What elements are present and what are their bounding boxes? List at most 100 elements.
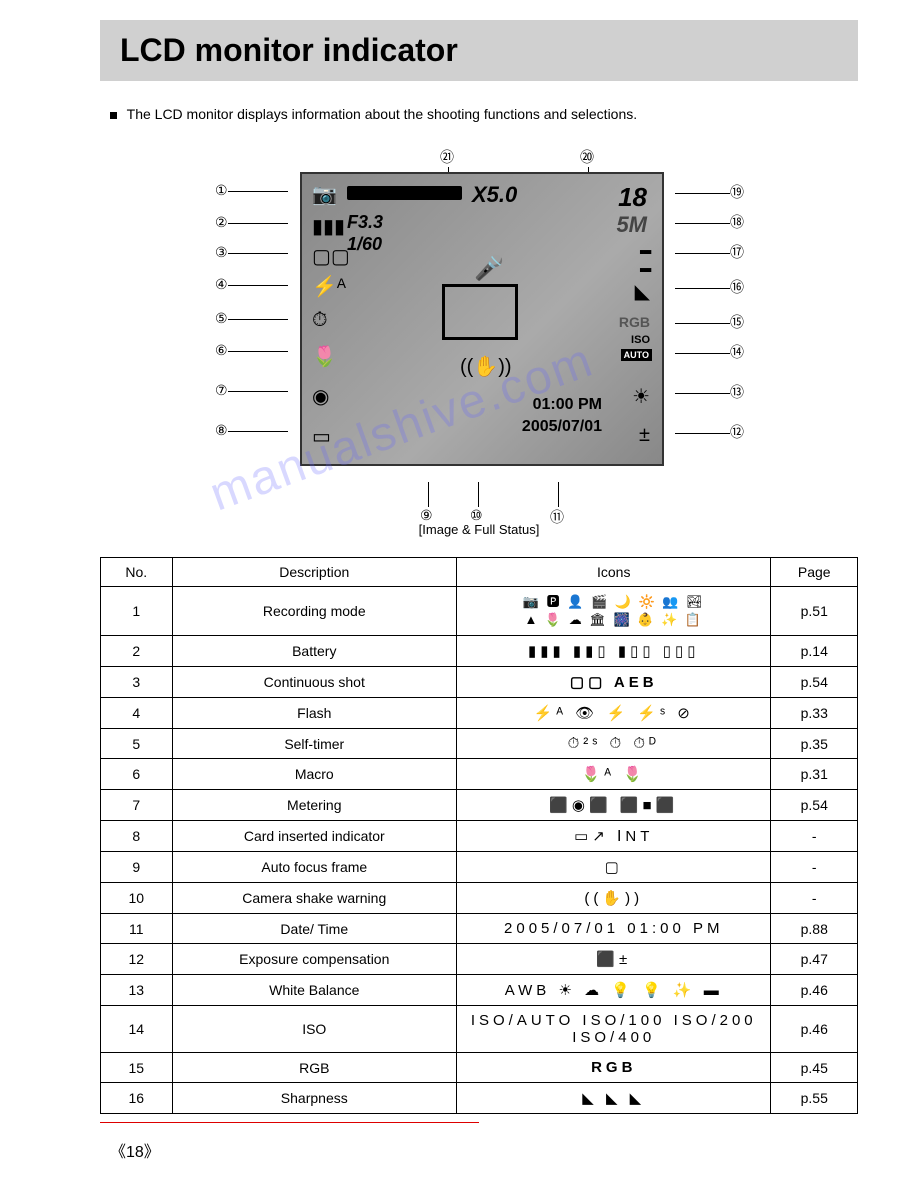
cell-page: p.55 (771, 1083, 858, 1114)
table-row: 2 Battery ▮▮▮ ▮▮▯ ▮▯▯ ▯▯▯ p.14 (101, 636, 858, 667)
cell-icons: ISO/AUTO ISO/100 ISO/200 ISO/400 (457, 1006, 771, 1053)
cell-desc: Macro (172, 759, 456, 790)
callout-12: ⑫ (675, 422, 744, 442)
callout-18: ⑱ (675, 212, 744, 232)
card-icon: ▭ (312, 424, 331, 449)
macro-icon: 🌷 (312, 344, 337, 369)
cell-no: 7 (101, 790, 173, 821)
table-row: 14 ISO ISO/AUTO ISO/100 ISO/200 ISO/400 … (101, 1006, 858, 1053)
cell-icons: 📷 🅿 👤 🎬 🌙 🔆 👥 🏞▲ 🌷 ☁ 🏛 🎆 👶 ✨ 📋 (457, 587, 771, 636)
cell-icons: ▮▮▮ ▮▮▯ ▮▯▯ ▯▯▯ (457, 636, 771, 667)
table-row: 15 RGB RGB p.45 (101, 1053, 858, 1083)
cell-desc: Flash (172, 698, 456, 729)
callout-19: ⑲ (675, 182, 744, 202)
cell-page: p.54 (771, 790, 858, 821)
shake-icon: ((✋)) (460, 354, 512, 379)
table-row: 7 Metering ⬛◉⬛ ⬛■⬛ p.54 (101, 790, 858, 821)
cell-no: 13 (101, 975, 173, 1006)
table-row: 4 Flash ⚡ᴬ 👁 ⚡ ⚡ˢ ⊘ p.33 (101, 698, 858, 729)
cell-no: 12 (101, 944, 173, 975)
callout-14: ⑭ (675, 342, 744, 362)
cell-desc: Recording mode (172, 587, 456, 636)
cell-page: - (771, 883, 858, 914)
cell-page: p.31 (771, 759, 858, 790)
callout-5: ⑤ (215, 310, 288, 327)
table-row: 1 Recording mode 📷 🅿 👤 🎬 🌙 🔆 👥 🏞▲ 🌷 ☁ 🏛 … (101, 587, 858, 636)
continuous-icon: ▢▢ (312, 244, 350, 269)
cell-no: 1 (101, 587, 173, 636)
cell-desc: Self-timer (172, 729, 456, 759)
auto-label: AUTO (621, 349, 652, 361)
page-title: LCD monitor indicator (120, 32, 838, 69)
cell-icons: 2005/07/01 01:00 PM (457, 914, 771, 944)
cell-icons: ⏱²ˢ ⏱ ⏱ᴰ (457, 729, 771, 759)
cell-no: 6 (101, 759, 173, 790)
cell-icons: ▢▢ AEB (457, 667, 771, 698)
callout-10: ⑩ (470, 482, 483, 524)
time-display: 01:00 PM (533, 396, 602, 414)
title-bar: LCD monitor indicator (100, 20, 858, 81)
table-row: 11 Date/ Time 2005/07/01 01:00 PM p.88 (101, 914, 858, 944)
table-row: 12 Exposure compensation ⬛± p.47 (101, 944, 858, 975)
cell-icons: ◣ ◣ ◣ (457, 1083, 771, 1114)
table-row: 9 Auto focus frame ▢ - (101, 852, 858, 883)
header-no: No. (101, 558, 173, 587)
cell-page: - (771, 852, 858, 883)
callout-1: ① (215, 182, 288, 199)
shutter-value: 1/60 (347, 234, 382, 255)
sharpness-icon: ◣ (635, 279, 650, 304)
timer-icon: ⏱ (312, 309, 328, 332)
cell-no: 3 (101, 667, 173, 698)
cell-icons: ((✋)) (457, 883, 771, 914)
cell-no: 11 (101, 914, 173, 944)
cell-desc: Card inserted indicator (172, 821, 456, 852)
table-row: 3 Continuous shot ▢▢ AEB p.54 (101, 667, 858, 698)
cell-desc: Battery (172, 636, 456, 667)
cell-desc: White Balance (172, 975, 456, 1006)
cell-icons: ▢ (457, 852, 771, 883)
cell-desc: Metering (172, 790, 456, 821)
header-desc: Description (172, 558, 456, 587)
cell-icons: RGB (457, 1053, 771, 1083)
bullet-icon (110, 112, 117, 119)
cell-desc: Sharpness (172, 1083, 456, 1114)
callout-4: ④ (215, 276, 288, 293)
cell-icons: ⚡ᴬ 👁 ⚡ ⚡ˢ ⊘ (457, 698, 771, 729)
cell-page: p.88 (771, 914, 858, 944)
aperture-value: F3.3 (347, 212, 383, 233)
callout-7: ⑦ (215, 382, 288, 399)
cell-page: - (771, 821, 858, 852)
flash-icon: ⚡ᴬ (312, 274, 346, 299)
page-number: 《18》 (100, 1138, 858, 1162)
cell-no: 9 (101, 852, 173, 883)
battery-icon: ▮▮▮ (312, 214, 345, 239)
footer-line (100, 1122, 479, 1123)
table-row: 5 Self-timer ⏱²ˢ ⏱ ⏱ᴰ p.35 (101, 729, 858, 759)
mic-icon: 🎤 (474, 254, 504, 283)
cell-desc: Exposure compensation (172, 944, 456, 975)
rgb-label: RGB (619, 314, 650, 330)
callout-13: ⑬ (675, 382, 744, 402)
cell-icons: ⬛◉⬛ ⬛■⬛ (457, 790, 771, 821)
callout-11: ⑪ (550, 482, 564, 527)
metering-icon: ◉ (312, 384, 329, 409)
cell-page: p.54 (771, 667, 858, 698)
zoom-bar-icon (347, 186, 462, 200)
cell-no: 15 (101, 1053, 173, 1083)
camera-mode-icon: 📷 (312, 182, 337, 207)
lcd-screen: X5.0 18 F3.3 1/60 5M 01:00 PM 2005/07/01… (300, 172, 664, 466)
cell-desc: RGB (172, 1053, 456, 1083)
table-row: 8 Card inserted indicator ▭↗ ⅠNT - (101, 821, 858, 852)
cell-page: p.46 (771, 975, 858, 1006)
table-row: 6 Macro 🌷ᴬ 🌷 p.31 (101, 759, 858, 790)
cell-no: 5 (101, 729, 173, 759)
exposure-icon: ± (639, 424, 650, 447)
callout-17: ⑰ (675, 242, 744, 262)
wb-icon: ☀ (632, 384, 650, 409)
cell-no: 16 (101, 1083, 173, 1114)
cell-no: 14 (101, 1006, 173, 1053)
cell-no: 8 (101, 821, 173, 852)
cell-icons: ⬛± (457, 944, 771, 975)
callout-6: ⑥ (215, 342, 288, 359)
cell-no: 10 (101, 883, 173, 914)
